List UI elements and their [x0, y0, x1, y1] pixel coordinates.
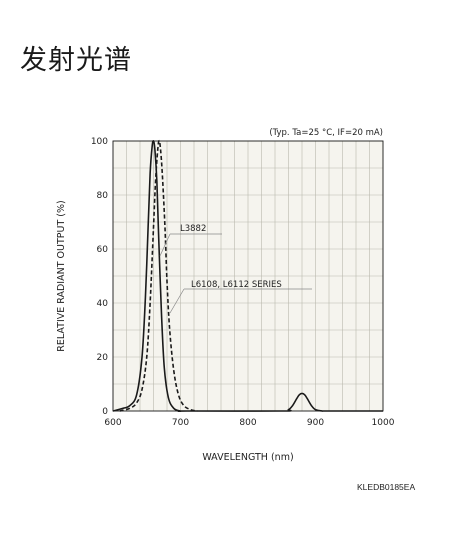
- plot-frame: [112, 140, 384, 412]
- leader-l3882: [159, 233, 171, 257]
- curves: [112, 139, 383, 412]
- label-l6108: L6108, L6112 SERIES: [169, 280, 312, 314]
- y-tick-label: 40: [97, 299, 109, 309]
- x-tick-label: 600: [104, 418, 121, 428]
- y-axis-label: RELATIVE RADIANT OUTPUT (%): [56, 200, 67, 351]
- x-tick-label: 800: [239, 418, 256, 428]
- y-tick-label: 0: [102, 407, 108, 417]
- measurement-condition: (Typ. Ta=25 °C, IF=20 mA): [269, 128, 383, 138]
- label-l3882: L3882: [159, 224, 222, 257]
- y-tick-label: 20: [97, 353, 109, 363]
- series-line-1: [119, 139, 198, 412]
- y-tick-label: 100: [91, 137, 108, 147]
- axis-ticks: 600 700 800 900 1000 0 20 40 60 80 100: [91, 137, 395, 428]
- grid: [112, 140, 384, 412]
- document-code: KLEDB0185EA: [357, 482, 416, 492]
- page-title: 发射光谱: [20, 45, 132, 76]
- x-tick-label: 1000: [372, 418, 395, 428]
- y-tick-label: 80: [97, 191, 109, 201]
- x-tick-label: 900: [307, 418, 324, 428]
- series-line-0: [112, 140, 383, 412]
- x-tick-label: 700: [172, 418, 189, 428]
- x-axis-label: WAVELENGTH (nm): [202, 452, 293, 463]
- y-tick-label: 60: [97, 245, 109, 255]
- series-name-l6108: L6108, L6112 SERIES: [191, 280, 282, 290]
- series-name-l3882: L3882: [180, 224, 206, 234]
- leader-l6108: [169, 288, 185, 314]
